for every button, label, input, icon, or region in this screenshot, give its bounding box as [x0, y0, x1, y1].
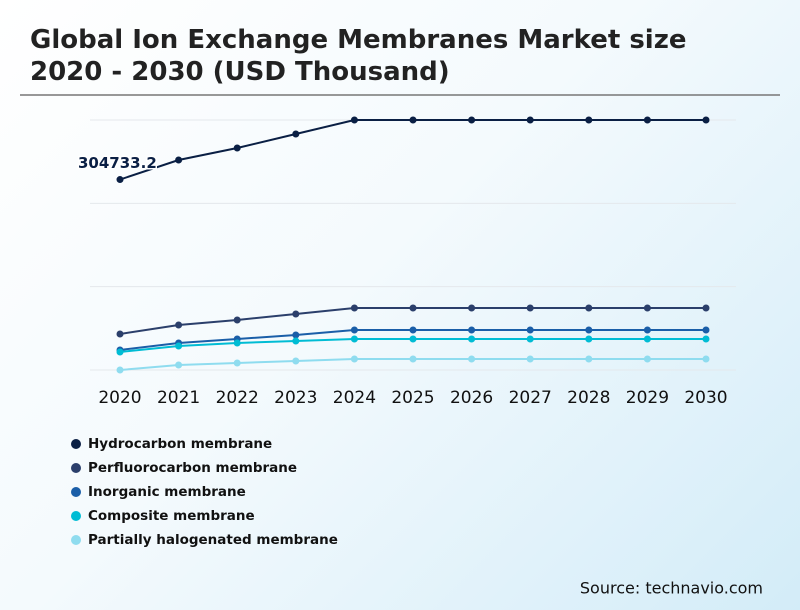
x-tick-label: 2029: [626, 388, 669, 408]
point: [526, 116, 534, 124]
point: [585, 304, 593, 312]
series-line: [119, 119, 706, 181]
point: [233, 316, 241, 324]
point: [116, 330, 124, 338]
legend-label: Inorganic membrane: [88, 484, 246, 500]
point: [350, 355, 358, 363]
point: [350, 116, 358, 124]
point: [292, 337, 300, 345]
x-tick-label: 2020: [98, 388, 141, 408]
point: [643, 355, 651, 363]
point: [409, 335, 417, 343]
point: [350, 326, 358, 334]
point: [702, 326, 710, 334]
legend-marker: [71, 535, 81, 545]
point: [643, 326, 651, 334]
point: [409, 304, 417, 312]
x-tick-label: 2022: [216, 388, 259, 408]
x-tick-label: 2027: [509, 388, 552, 408]
legend-marker: [71, 439, 81, 449]
point: [643, 116, 651, 124]
x-tick-label: 2028: [567, 388, 610, 408]
legend-label: Hydrocarbon membrane: [88, 436, 272, 452]
point: [526, 355, 534, 363]
chart-title: Global Ion Exchange Membranes Market siz…: [30, 25, 687, 87]
data-label: 304733.2: [78, 154, 157, 172]
point: [175, 156, 183, 164]
point: [175, 321, 183, 329]
point: [350, 335, 358, 343]
point: [468, 355, 476, 363]
point: [292, 331, 300, 339]
point: [526, 304, 534, 312]
point: [702, 116, 710, 124]
point: [585, 355, 593, 363]
x-tick-label: 2025: [391, 388, 434, 408]
x-tick-label: 2026: [450, 388, 493, 408]
point: [292, 310, 300, 318]
legend-label: Perfluorocarbon membrane: [88, 460, 297, 476]
point: [702, 335, 710, 343]
point: [643, 304, 651, 312]
point: [468, 326, 476, 334]
x-tick-label: 2030: [684, 388, 727, 408]
point: [409, 326, 417, 334]
point: [526, 326, 534, 334]
point: [350, 304, 358, 312]
legend-marker: [71, 487, 81, 497]
point: [526, 335, 534, 343]
point: [585, 335, 593, 343]
point: [585, 326, 593, 334]
legend-label: Partially halogenated membrane: [88, 532, 338, 548]
point: [175, 342, 183, 350]
point: [233, 144, 241, 152]
point: [233, 359, 241, 367]
point: [468, 116, 476, 124]
point: [233, 339, 241, 347]
source: Source: technavio.com: [580, 579, 763, 598]
legend-marker: [71, 511, 81, 521]
point: [292, 357, 300, 365]
x-tick-label: 2023: [274, 388, 317, 408]
point: [409, 116, 417, 124]
point: [643, 335, 651, 343]
point: [702, 355, 710, 363]
point: [116, 366, 124, 374]
legend-marker: [71, 463, 81, 473]
legend-label: Composite membrane: [88, 508, 255, 524]
point: [116, 348, 124, 356]
point: [468, 335, 476, 343]
point: [292, 130, 300, 138]
x-tick-label: 2024: [333, 388, 376, 408]
point: [409, 355, 417, 363]
x-tick-label: 2021: [157, 388, 200, 408]
point: [175, 361, 183, 369]
point: [468, 304, 476, 312]
point: [702, 304, 710, 312]
point: [116, 176, 124, 184]
point: [585, 116, 593, 124]
